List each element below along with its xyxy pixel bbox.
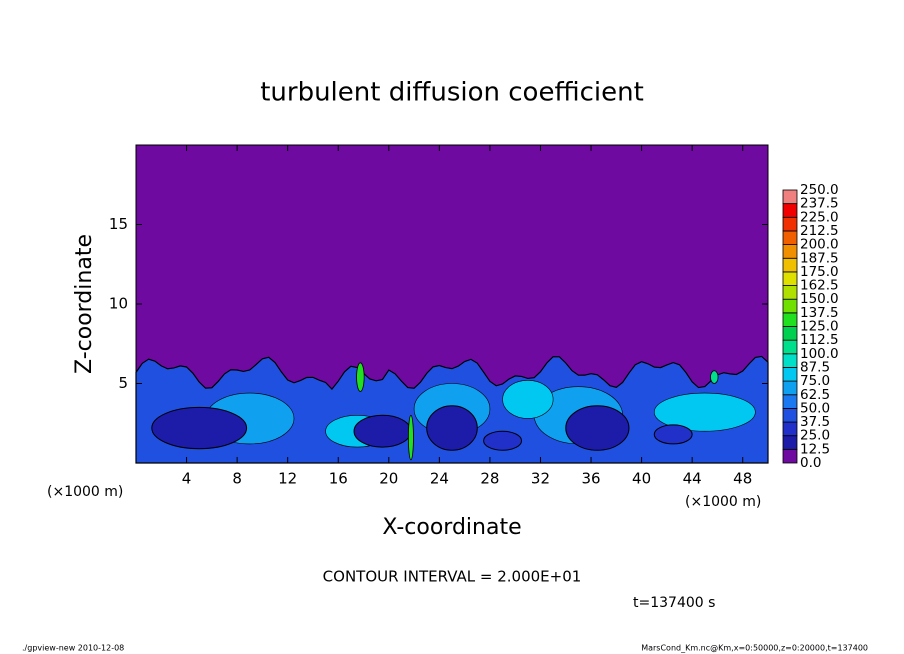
- x-tick-label: 20: [379, 470, 398, 488]
- colorbar-label: 137.5: [800, 305, 839, 321]
- colorbar-swatch: [782, 421, 798, 437]
- x-tick-label: 16: [329, 470, 348, 488]
- colorbar-label: 112.5: [800, 332, 839, 348]
- x-tick-label: 32: [531, 470, 550, 488]
- colorbar-swatch: [782, 312, 798, 327]
- colorbar-label: 225.0: [800, 209, 839, 225]
- colorbar-label: 250.0: [800, 182, 839, 198]
- contour-fill: [565, 405, 630, 451]
- colorbar-label: 175.0: [800, 264, 839, 280]
- time-label: t=137400 s: [633, 595, 715, 611]
- contour-fill: [710, 370, 719, 384]
- y-tick-label: 10: [109, 295, 128, 313]
- contour-fill: [356, 362, 365, 392]
- x-tick-label: 40: [632, 470, 651, 488]
- contour-fill: [151, 406, 248, 450]
- colorbar-swatch: [782, 380, 798, 396]
- y-tick-label: 15: [109, 215, 128, 233]
- x-tick-label: 48: [733, 470, 752, 488]
- colorbar-swatch: [782, 298, 798, 314]
- colorbar-label: 187.5: [800, 250, 839, 266]
- colorbar-label: 150.0: [800, 291, 839, 307]
- x-tick-label: 8: [232, 470, 242, 488]
- x-tick-label: 44: [683, 470, 702, 488]
- colorbar-swatch: [782, 189, 798, 205]
- colorbar-swatch: [782, 244, 798, 259]
- colorbar-swatch: [782, 230, 798, 245]
- contour-fill: [653, 424, 693, 445]
- colorbar-label: 0.0: [800, 455, 821, 471]
- colorbar-swatch: [782, 448, 798, 464]
- colorbar-swatch: [782, 203, 798, 218]
- colorbar-label: 125.0: [800, 319, 839, 335]
- colorbar-label: 212.5: [800, 223, 839, 239]
- colorbar-label: 237.5: [800, 196, 839, 212]
- x-tick-label: 12: [278, 470, 297, 488]
- colorbar-swatch: [782, 339, 798, 355]
- contour-fill: [502, 380, 554, 419]
- contour-fill: [407, 414, 414, 461]
- y-axis-title: Z-coordinate: [72, 234, 97, 374]
- colorbar-label: 25.0: [800, 428, 830, 444]
- contour-fill: [653, 392, 756, 432]
- x-tick-label: 36: [581, 470, 600, 488]
- colorbar-swatch: [782, 257, 798, 273]
- contour-interval: CONTOUR INTERVAL = 2.000E+01: [323, 568, 582, 586]
- x-tick-label: 24: [430, 470, 449, 488]
- contour-fill: [353, 414, 412, 448]
- colorbar-swatch: [782, 435, 798, 450]
- colorbar-swatch: [782, 326, 798, 341]
- colorbar-swatch: [782, 216, 798, 232]
- colorbar-swatch: [782, 271, 798, 286]
- footer-left: ./gpview-new 2010-12-08: [22, 644, 124, 653]
- colorbar-label: 200.0: [800, 237, 839, 253]
- contour-fill: [483, 430, 523, 451]
- x-tick-label: 4: [182, 470, 192, 488]
- x-tick-label: 28: [480, 470, 499, 488]
- colorbar-label: 62.5: [800, 387, 830, 403]
- footer-right: MarsCond_Km.nc@Km,x=0:50000,z=0:20000,t=…: [641, 644, 868, 653]
- chart-title: turbulent diffusion coefficient: [260, 78, 644, 108]
- y-tick-label: 5: [118, 374, 128, 392]
- colorbar-label: 50.0: [800, 400, 830, 416]
- colorbar-label: 12.5: [800, 441, 830, 457]
- colorbar-label: 75.0: [800, 373, 830, 389]
- colorbar-swatch: [782, 367, 798, 382]
- contour-fill: [426, 405, 478, 451]
- colorbar-label: 100.0: [800, 346, 839, 362]
- colorbar-label: 162.5: [800, 278, 839, 294]
- x-unit-label: (×1000 m): [685, 494, 761, 510]
- colorbar-label: 37.5: [800, 414, 830, 430]
- colorbar-swatch: [782, 394, 798, 409]
- colorbar-swatch: [782, 353, 798, 368]
- x-unit-label: (×1000 m): [47, 484, 123, 500]
- colorbar-swatch: [782, 407, 798, 423]
- colorbar-swatch: [782, 285, 798, 300]
- colorbar-label: 87.5: [800, 359, 830, 375]
- x-axis-title: X-coordinate: [382, 515, 521, 540]
